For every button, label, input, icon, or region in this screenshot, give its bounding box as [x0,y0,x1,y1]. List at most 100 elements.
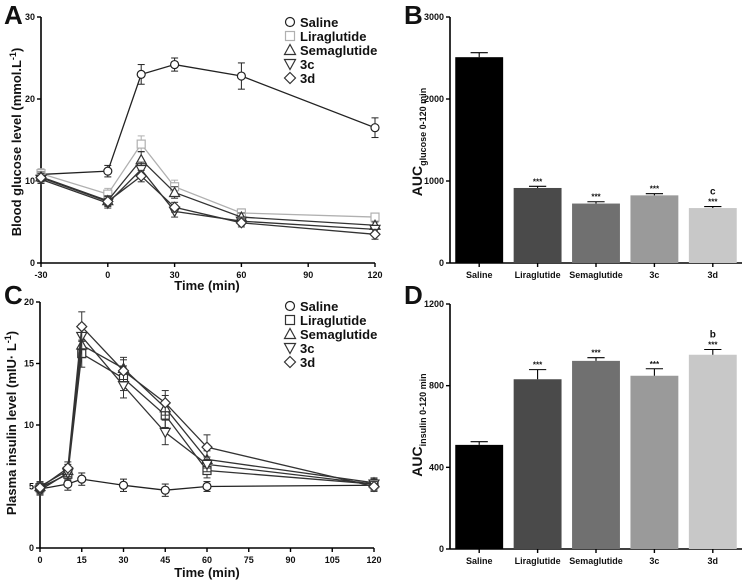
panel-b-y-axis-title: AUCglucose 0-120 min [409,88,428,196]
panel-b-y-tick-label: 2000 [424,94,444,104]
panel-a-series-liraglutide [36,135,380,222]
panel-c-data-point [75,320,88,333]
panel-b-bar-chart: B AUCglucose 0-120 min 0 1000 2000 3000 Sali… [404,0,742,280]
panel-c-x-tick-label: 60 [202,555,212,565]
panel-c-series-3c [33,323,381,497]
panel-a-y-title-main: Blood glucose level (mmol.L [9,60,24,236]
panel-b-significance-stars: *** [533,177,543,186]
panel-c-y-tick-label: 0 [29,543,34,553]
panel-a-legend-label-semaglutide: Semaglutide [300,43,377,58]
panel-d-y-tick-label: 800 [429,381,444,391]
panel-a-series-line [40,158,376,226]
panel-c-data-point [202,481,212,492]
panel-b-bar-3d [688,208,737,263]
panel-a-series-3d [35,169,381,241]
panel-a-data-point [168,186,181,198]
panel-c-y-title-sup: -1 [3,335,13,343]
panel-c-legend-marker-saline [284,300,296,312]
panel-b-x-tick-label: Saline [466,270,493,280]
panel-d-y-title-main: AUC [409,446,425,476]
panel-b-significance-stars: *** [708,198,718,207]
panel-a-y-tick-label: 20 [25,94,35,104]
panel-d-significance-stars: *** [533,361,543,370]
panel-b-x-tick-label: Liraglutide [515,270,561,280]
panel-b-bar-saline [455,57,504,264]
panel-a-data-point [136,69,146,80]
panel-b-bar-liraglutide [513,187,562,263]
panel-a-x-tick-label: 0 [105,270,110,280]
panel-a-x-axis-title: Time (min) [174,278,240,293]
panel-a-data-point [101,195,114,208]
panel-b-bar-3c [630,195,679,263]
panel-d-letter: D [404,280,423,310]
panel-c-legend-label-3c: 3c [300,341,314,356]
panel-c-legend-label-semaglutide: Semaglutide [300,327,377,342]
panel-a-series-3c [34,161,382,236]
panel-a-y-title-end: ) [9,48,24,52]
panel-b-y-tick-label: 1000 [424,176,444,186]
panel-d-bar-chart: D AUCinsulin 0-120 min 0 400 800 1200 Saline… [404,280,742,566]
panel-c-y-title-main: Plasma insulin level (mIU· L [4,343,19,515]
panel-d-y-tick-label: 0 [439,544,444,554]
panel-b-x-tick-label: Semaglutide [569,270,623,280]
panel-c-legend-marker-semaglutide [283,327,297,340]
panel-a-x-tick-label: 60 [236,270,246,280]
panel-c-y-tick-label: 15 [24,359,34,369]
panel-c-legend-marker-3d [283,355,297,369]
panel-c-data-point [63,479,73,489]
panel-c-legend-label-saline: Saline [300,299,338,314]
panel-a-line-chart: A Time (min) Blood glucose level (mmol.L… [4,0,383,293]
panel-b-x-tick-label: 3d [708,270,719,280]
panel-c-data-point [118,480,129,490]
panel-a-y-tick-label: 30 [25,12,35,22]
panel-a-series-line [40,142,376,218]
panel-a-legend-marker-liraglutide [284,30,296,42]
panel-a-data-point [135,170,148,182]
panel-d-significance-stars: *** [591,349,601,358]
panel-c-y-tick-label: 5 [29,482,34,492]
panel-b-y-tick-label: 0 [439,258,444,268]
panel-c-x-tick-label: 45 [160,555,170,565]
panel-a-y-tick-label: 0 [30,258,35,268]
panel-a-data-point [35,171,47,184]
panel-c-legend-marker-liraglutide [284,314,296,326]
panel-d-x-tick-label: Saline [466,556,493,566]
panel-a-data-point [370,123,380,133]
panel-d-x-tick-label: Liraglutide [515,556,561,566]
panel-d-y-tick-label: 1200 [424,299,444,309]
panel-d-y-axis-title: AUCinsulin 0-120 min [409,373,428,476]
panel-a-legend-label-liraglutide: Liraglutide [300,29,366,44]
panel-a-data-point [369,228,381,241]
panel-a-legend-marker-3d [283,71,297,85]
panel-c-data-point [159,427,172,439]
panel-b-y-title-sub: glucose 0-120 min [418,88,428,166]
panel-a-x-tick-label: 90 [303,270,313,280]
panel-a-data-point [103,166,113,176]
panel-c-data-point [34,481,46,494]
panel-a-data-point [235,216,248,229]
panel-c-data-point [77,474,87,484]
panel-c-x-tick-label: 105 [325,555,340,565]
panel-d-bar-saline [455,444,504,549]
panel-a-series-line [40,168,376,231]
panel-c-x-axis-title: Time (min) [174,565,240,580]
panel-d-significance-stars: *** [708,341,718,350]
panel-a-data-point [168,201,181,214]
panel-a-legend-label-3d: 3d [300,71,315,86]
panel-c-y-tick-label: 10 [24,420,34,430]
panel-c-x-tick-label: 15 [77,555,87,565]
panel-a-y-tick-label: 10 [25,176,35,186]
panel-b-letter: B [404,0,423,30]
panel-a-legend-label-3c: 3c [300,57,314,72]
panel-b-significance-stars: *** [591,193,601,202]
panel-a-series-semaglutide [34,150,382,230]
panel-a-series-line [40,63,376,176]
panel-a-x-tick-label: 120 [367,270,382,280]
panel-b-x-tick-label: 3c [649,270,659,280]
panel-c-legend-label-liraglutide: Liraglutide [300,313,366,328]
panel-c-x-tick-label: 75 [244,555,254,565]
panel-d-y-tick-label: 400 [429,462,444,472]
panel-a-data-point [136,139,146,149]
panel-c-x-tick-label: 0 [37,555,42,565]
